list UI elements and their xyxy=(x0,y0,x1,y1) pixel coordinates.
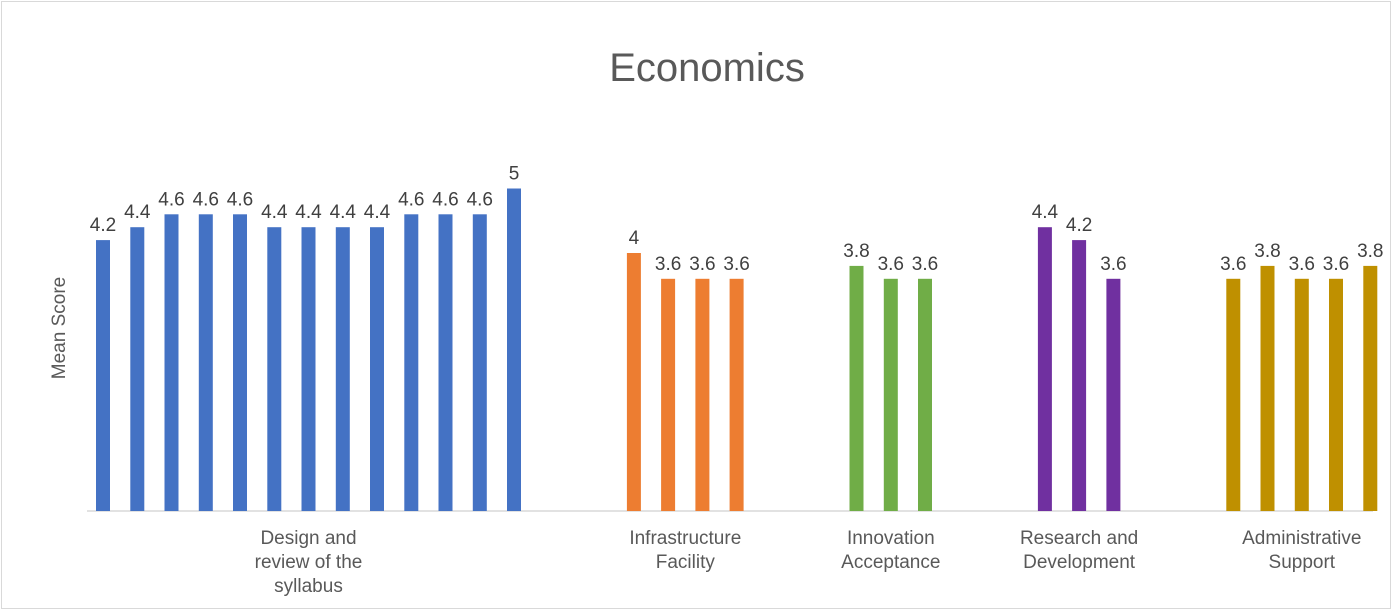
data-label: 3.6 xyxy=(912,254,938,275)
category-label: Infrastructure xyxy=(629,528,741,549)
bar xyxy=(1363,265,1378,511)
bar xyxy=(130,227,145,511)
bar xyxy=(438,214,453,512)
data-label: 3.6 xyxy=(1220,254,1246,275)
bar xyxy=(404,214,419,512)
data-label: 3.6 xyxy=(723,254,749,275)
data-label: 4.6 xyxy=(398,189,424,210)
bar xyxy=(164,214,179,512)
bar xyxy=(918,278,932,511)
data-label: 3.6 xyxy=(878,254,904,275)
data-label: 3.6 xyxy=(689,254,715,275)
category-label: Innovation xyxy=(847,528,935,549)
data-label: 3.6 xyxy=(1100,254,1126,275)
bar xyxy=(729,278,744,511)
category-label: syllabus xyxy=(274,576,343,597)
bar xyxy=(1260,265,1275,511)
bar xyxy=(370,227,384,511)
bar xyxy=(198,214,213,512)
data-label: 4 xyxy=(629,228,640,249)
data-label: 4.4 xyxy=(124,202,151,223)
bar xyxy=(1294,278,1309,511)
data-label: 4.4 xyxy=(261,202,288,223)
bar xyxy=(507,188,521,511)
data-label: 4.6 xyxy=(467,189,493,210)
bar xyxy=(233,214,247,512)
data-label: 4.6 xyxy=(227,189,253,210)
bar xyxy=(626,253,641,511)
category-label: Design and xyxy=(260,528,356,549)
bar xyxy=(661,278,676,511)
data-label: 3.6 xyxy=(655,254,681,275)
category-label: Administrative xyxy=(1242,528,1361,549)
bar xyxy=(1226,278,1241,511)
data-label: 4.2 xyxy=(90,215,116,236)
chart-title: Economics xyxy=(609,46,805,90)
category-label: Support xyxy=(1269,552,1336,573)
data-label: 4.4 xyxy=(330,202,357,223)
data-label: 3.6 xyxy=(1289,254,1315,275)
category-label: Research and xyxy=(1020,528,1138,549)
bar xyxy=(1037,227,1052,511)
category-labels-layer: Design and review of the syllabus Infrastru… xyxy=(255,528,1362,597)
bar xyxy=(267,227,282,511)
data-label: 5 xyxy=(509,164,520,185)
data-label: 4.4 xyxy=(1032,202,1059,223)
bar xyxy=(1329,278,1343,511)
data-label: 4.4 xyxy=(295,202,322,223)
data-label: 3.8 xyxy=(1254,241,1280,262)
bar xyxy=(849,265,864,511)
y-axis-title: Mean Score xyxy=(49,277,70,379)
category-label: Acceptance xyxy=(841,552,940,573)
data-label: 4.4 xyxy=(364,202,391,223)
category-label: review of the xyxy=(255,552,363,573)
data-label: 4.6 xyxy=(432,189,458,210)
data-label: 4.6 xyxy=(193,189,219,210)
bar xyxy=(96,240,110,511)
category-label: Facility xyxy=(656,552,716,573)
bar xyxy=(335,227,350,511)
data-labels-layer: 4.2 4.4 4.6 4.6 4.6 4.4 4.4 4.4 4.4 4.6 4.6 4.6 5 4 3.… xyxy=(90,164,1384,275)
data-label: 3.6 xyxy=(1323,254,1349,275)
bar xyxy=(1106,278,1121,511)
data-label: 3.8 xyxy=(1357,241,1383,262)
bar xyxy=(695,278,710,511)
bars-layer xyxy=(96,188,1378,512)
bar xyxy=(472,214,487,512)
bar xyxy=(883,278,898,511)
data-label: 4.2 xyxy=(1066,215,1092,236)
data-label: 3.8 xyxy=(843,241,869,262)
data-label: 4.6 xyxy=(158,189,184,210)
bar xyxy=(301,227,316,511)
category-label: Development xyxy=(1023,552,1136,573)
bar xyxy=(1072,240,1087,511)
